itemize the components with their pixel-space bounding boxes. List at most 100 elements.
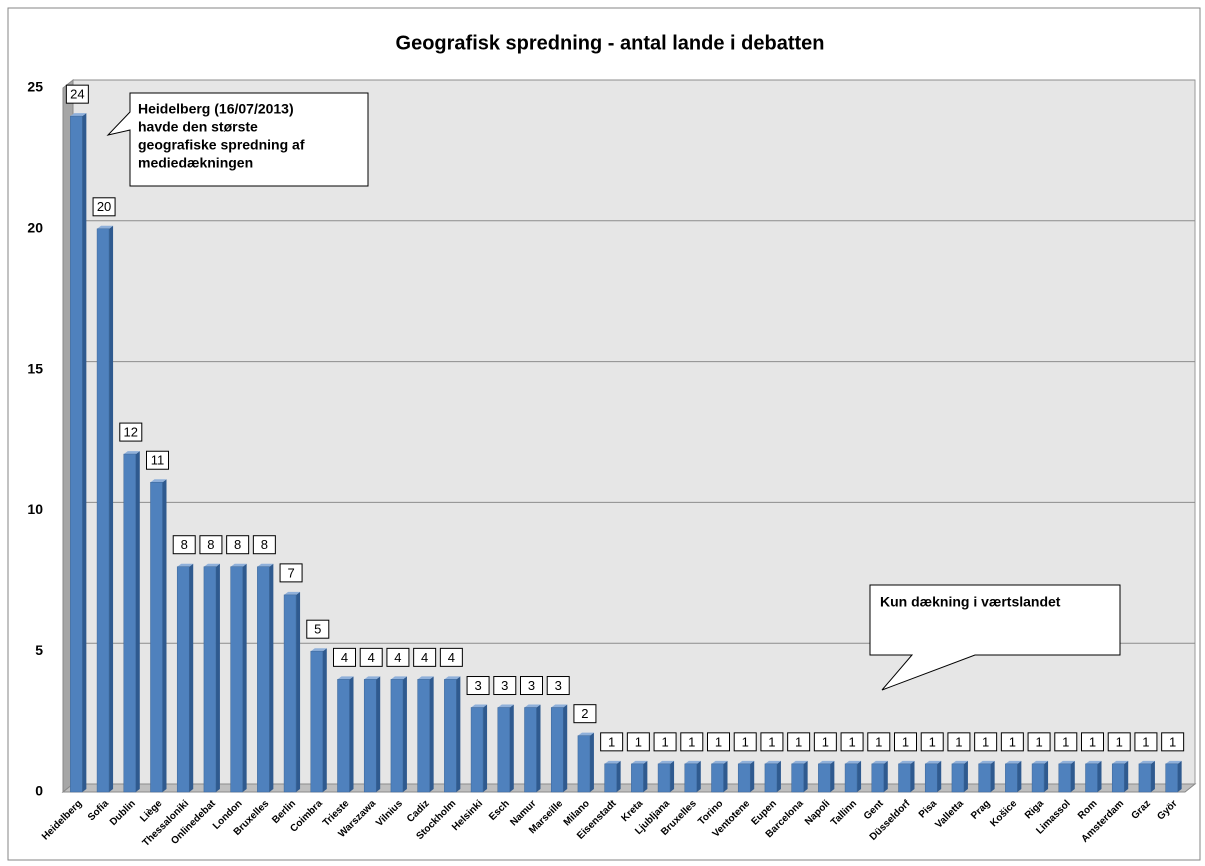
value-label: 1	[1142, 734, 1149, 749]
bar-side	[322, 648, 327, 792]
value-label: 1	[848, 734, 855, 749]
bar-top	[417, 676, 434, 680]
bar-side	[563, 704, 568, 792]
value-label-box	[1161, 732, 1185, 752]
value-label: 1	[715, 734, 722, 749]
value-label: 20	[97, 199, 111, 214]
value-label-box	[252, 535, 276, 555]
bar-side	[963, 760, 968, 792]
value-label: 11	[151, 453, 165, 468]
bar-side	[162, 479, 167, 792]
callout-box	[869, 584, 1121, 691]
bar-top	[604, 760, 621, 764]
bar-side	[696, 760, 701, 792]
bar-top	[791, 760, 808, 764]
bar-top	[978, 760, 995, 764]
bar	[203, 566, 217, 793]
annotation-text: Heidelberg (16/07/2013)	[138, 101, 294, 117]
bar-top	[684, 760, 701, 764]
bar-side	[536, 704, 541, 792]
bar-side	[509, 704, 514, 792]
value-label-box	[1000, 732, 1024, 752]
y-tick-label: 10	[27, 501, 43, 517]
bar	[123, 453, 137, 793]
value-label-box	[626, 732, 650, 752]
bar	[604, 763, 617, 793]
value-label: 3	[528, 678, 535, 693]
bar	[898, 763, 911, 793]
value-label-box	[1027, 732, 1051, 752]
bar-side	[589, 732, 594, 792]
value-label-box	[386, 647, 410, 667]
bar-side	[616, 760, 621, 792]
value-label: 8	[181, 537, 188, 552]
bar	[96, 228, 110, 793]
bar-side	[1017, 760, 1022, 792]
bar-side	[830, 760, 835, 792]
value-label: 1	[635, 734, 642, 749]
value-label-box	[1134, 732, 1158, 752]
bar-side	[242, 563, 247, 792]
bar	[577, 735, 591, 793]
bar-side	[483, 704, 488, 792]
bar-top	[70, 113, 87, 117]
bar-side	[189, 563, 194, 792]
bar-side	[1070, 760, 1075, 792]
bar-side	[456, 676, 461, 792]
bar	[524, 707, 537, 793]
value-label: 1	[688, 734, 695, 749]
value-label-box	[653, 732, 677, 752]
bar-side	[82, 113, 87, 792]
bar-top	[257, 563, 274, 567]
bar-side	[402, 676, 407, 792]
bar-top	[230, 563, 247, 567]
value-label-box	[974, 732, 998, 752]
bar-top	[577, 732, 594, 736]
bar-top	[524, 704, 541, 708]
value-label-box	[65, 84, 89, 104]
value-label-box	[92, 197, 116, 217]
chart-title: Geografisk spredning - antal lande i deb…	[396, 32, 825, 54]
bar-side	[803, 760, 808, 792]
bar-side	[883, 760, 888, 792]
bar-top	[1112, 760, 1129, 764]
bar-top	[764, 760, 781, 764]
value-label-box	[600, 732, 624, 752]
value-label: 1	[1116, 734, 1123, 749]
value-label-box	[546, 676, 570, 696]
value-label: 1	[608, 734, 615, 749]
bar	[951, 763, 965, 793]
bar-top	[1165, 760, 1182, 764]
bar-side	[296, 591, 301, 792]
bar-top	[951, 760, 968, 764]
value-label-box	[439, 647, 463, 667]
bar-top	[497, 704, 514, 708]
bar	[230, 566, 243, 793]
bar-top	[631, 760, 648, 764]
bar	[310, 650, 324, 793]
y-tick-label: 5	[35, 642, 43, 658]
value-label: 1	[768, 734, 775, 749]
bar	[1085, 763, 1098, 793]
bar-side	[1097, 760, 1102, 792]
annotation-text: geografiske spredning af	[138, 137, 305, 153]
bar	[631, 763, 644, 793]
bar-top	[390, 676, 407, 680]
bar-side	[269, 563, 274, 792]
bar-top	[444, 676, 461, 680]
bar	[1031, 763, 1045, 793]
bar	[844, 763, 858, 793]
bar	[737, 763, 751, 793]
value-label: 24	[70, 87, 84, 102]
value-label-box	[333, 647, 356, 667]
value-label: 1	[875, 734, 882, 749]
bar-top	[1138, 760, 1155, 764]
value-label: 4	[394, 650, 401, 665]
bar-top	[658, 760, 675, 764]
value-label-box	[573, 704, 597, 724]
bar-top	[738, 760, 755, 764]
bar-side	[1150, 760, 1155, 792]
bar-side	[857, 760, 862, 792]
bar-top	[471, 704, 488, 708]
